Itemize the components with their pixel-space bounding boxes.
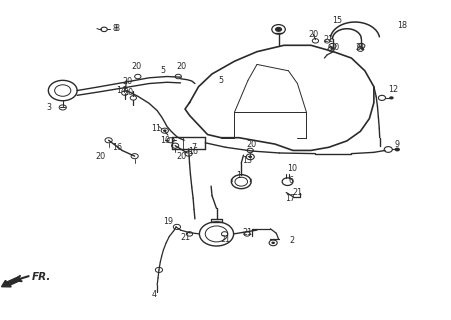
Text: 21: 21 [323,35,333,44]
Text: 12: 12 [388,85,398,94]
Text: 5: 5 [218,76,224,85]
Text: 16: 16 [188,147,198,156]
Circle shape [163,129,166,132]
Text: 4: 4 [152,290,157,299]
Text: 15: 15 [332,16,342,25]
Circle shape [275,27,282,32]
Text: 20: 20 [124,88,134,97]
Circle shape [389,96,394,100]
Text: 21: 21 [180,233,190,242]
Text: 20: 20 [176,152,187,161]
Text: 7: 7 [192,143,197,152]
Text: 21: 21 [292,188,303,197]
Text: 10: 10 [160,136,170,145]
Text: 20: 20 [329,43,339,52]
Text: 21: 21 [221,235,230,244]
Text: 3: 3 [47,103,52,112]
Text: 20: 20 [122,77,133,86]
Text: 20: 20 [131,62,142,71]
Text: 9: 9 [395,140,400,149]
Text: FR.: FR. [32,272,51,282]
Text: 21: 21 [242,228,252,237]
Text: 5: 5 [160,66,165,75]
Text: 1: 1 [236,172,241,180]
Text: 8: 8 [114,24,119,33]
Text: 18: 18 [397,21,407,30]
Text: 13: 13 [242,156,252,165]
Text: 8: 8 [113,24,118,33]
Text: 10: 10 [287,164,297,173]
Text: 2: 2 [290,236,295,245]
Text: 16: 16 [112,143,122,152]
Text: 20: 20 [96,152,106,161]
Circle shape [395,148,400,151]
Text: 20: 20 [176,62,187,71]
Circle shape [249,156,252,158]
Text: 11: 11 [151,124,161,133]
Text: 20: 20 [247,140,257,149]
Text: 21: 21 [355,43,365,52]
Text: 19: 19 [163,217,173,226]
Circle shape [272,242,275,244]
Text: 20: 20 [308,30,318,39]
Text: 17: 17 [285,194,296,204]
FancyArrow shape [1,277,21,287]
Text: 14: 14 [116,86,126,95]
Text: 6: 6 [288,176,293,185]
